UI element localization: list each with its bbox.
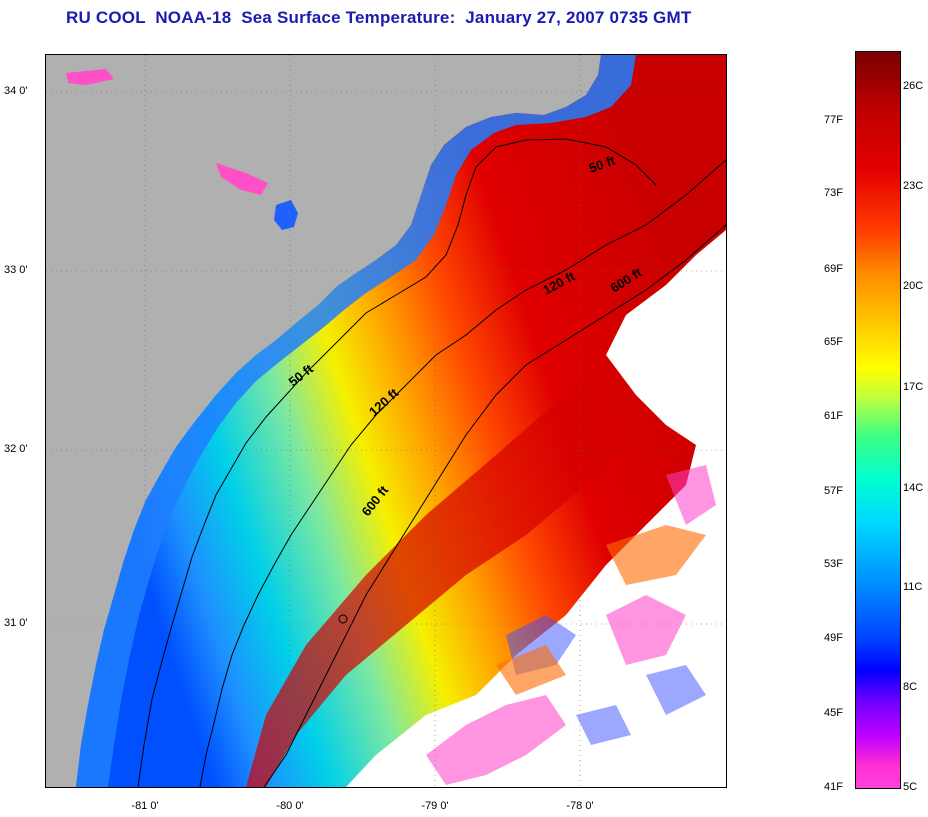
gulf-stream [246, 225, 726, 787]
colorbar-label-53f: 53F [824, 558, 843, 570]
inland-lake-2 [216, 163, 268, 195]
contour-50ft [137, 138, 657, 787]
lon-label-81: -81 0' [131, 800, 159, 812]
graticule [46, 55, 726, 787]
colorbar-label-57f: 57F [824, 485, 843, 497]
colorbar-label-69f: 69F [824, 263, 843, 275]
lon-label-78: -78 0' [566, 800, 594, 812]
colorbar-label-26c: 26C [903, 80, 924, 92]
station-marker [338, 614, 348, 624]
temperature-colorbar [855, 51, 901, 789]
colorbar-label-65f: 65F [824, 336, 843, 348]
inland-lake [274, 200, 298, 230]
colorbar-label-77f: 77F [824, 114, 843, 126]
lon-label-79: -79 0' [421, 800, 449, 812]
sst-map: 50 ft 120 ft 600 ft 50 ft 120 ft 600 ft [45, 54, 727, 788]
colorbar-label-8c: 8C [903, 681, 918, 693]
lat-label-33: 33 0' [4, 264, 28, 276]
colorbar-label-45f: 45F [824, 707, 843, 719]
land-mass [46, 55, 601, 787]
lat-label-31: 31 0' [4, 617, 28, 629]
colorbar-label-11c: 11C [903, 581, 923, 593]
colorbar-label-17c: 17C [903, 381, 924, 393]
cloud-speckle-orange [496, 525, 706, 695]
colorbar-label-41f: 41F [824, 781, 843, 793]
colorbar-label-14c: 14C [903, 482, 924, 494]
cloud-speckle [426, 465, 716, 785]
colorbar-label-73f: 73F [824, 187, 843, 199]
colorbar-label-23c: 23C [903, 180, 924, 192]
cloud-speckle-blue [506, 615, 706, 745]
sst-map-canvas: 50 ft 120 ft 600 ft 50 ft 120 ft 600 ft [46, 55, 726, 787]
colorbar-label-20c: 20C [903, 280, 924, 292]
map-title: RU COOL NOAA-18 Sea Surface Temperature:… [66, 8, 692, 27]
contour-600ft [263, 224, 726, 787]
lat-label-34: 34 0' [4, 85, 28, 97]
inland-lake-3 [66, 69, 114, 85]
colorbar-label-61f: 61F [824, 410, 843, 422]
contour-120ft [199, 159, 726, 787]
lat-label-32: 32 0' [4, 443, 28, 455]
lon-label-80: -80 0' [276, 800, 304, 812]
colorbar-label-5c: 5C [903, 781, 918, 793]
colorbar-label-49f: 49F [824, 632, 843, 644]
